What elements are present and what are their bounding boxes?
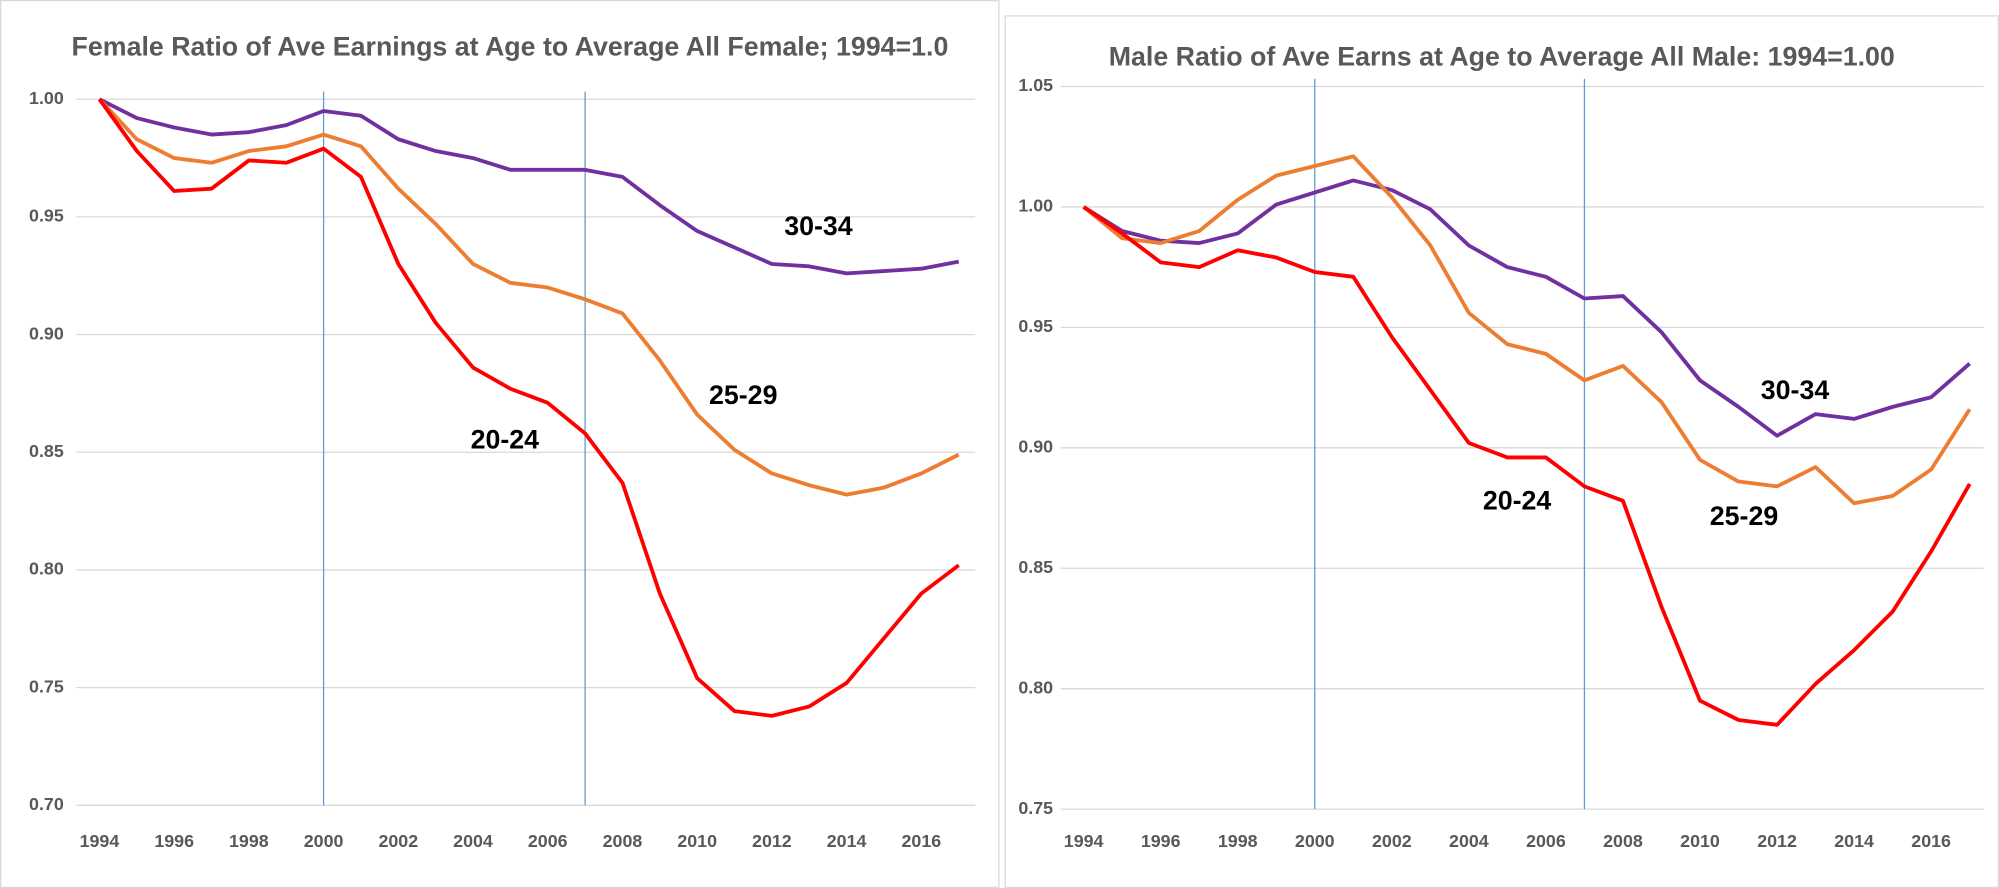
x-tick-label: 2010 [1680, 831, 1720, 851]
panel-border [1004, 15, 1999, 888]
x-tick-label: 2008 [1603, 831, 1643, 851]
x-tick-label: 2012 [752, 831, 792, 851]
data-line [1082, 205, 1972, 727]
y-tick-label: 0.80 [1018, 677, 1053, 697]
x-tick-label: 2014 [1834, 831, 1874, 851]
chart-title: Female Ratio of Ave Earnings at Age to A… [72, 31, 949, 61]
series-label: 20-24 [1483, 486, 1552, 516]
x-tick-label: 2004 [453, 831, 493, 851]
x-tick-label: 2004 [1449, 831, 1489, 851]
y-tick-label: 0.95 [29, 206, 64, 226]
y-tick-label: 0.70 [29, 794, 64, 814]
x-tick-label: 2006 [528, 831, 568, 851]
series-label: 20-24 [471, 425, 540, 455]
y-tick-label: 0.90 [29, 323, 64, 343]
y-tick-label: 0.75 [29, 676, 64, 696]
x-tick-label: 2000 [304, 831, 344, 851]
x-tick-label: 2012 [1757, 831, 1797, 851]
data-line [98, 97, 960, 276]
x-tick-label: 1998 [229, 831, 269, 851]
chart-title: Male Ratio of Ave Earns at Age to Averag… [1109, 42, 1895, 72]
x-tick-label: 2016 [902, 831, 942, 851]
data-line [97, 98, 960, 718]
x-tick-label: 2002 [378, 831, 418, 851]
y-tick-label: 0.80 [29, 559, 64, 579]
series-label: 30-34 [1761, 375, 1830, 405]
panel-border [0, 0, 1000, 888]
y-tick-label: 0.95 [1018, 316, 1053, 336]
x-tick-label: 2010 [677, 831, 717, 851]
y-tick-label: 0.85 [1018, 557, 1053, 577]
data-line [1082, 178, 1971, 438]
x-tick-label: 2008 [603, 831, 643, 851]
x-tick-label: 2006 [1526, 831, 1566, 851]
data-line [1082, 154, 1972, 506]
y-tick-label: 1.05 [1018, 75, 1053, 95]
x-tick-label: 2016 [1911, 831, 1951, 851]
series-label: 25-29 [1710, 501, 1778, 531]
series-label: 30-34 [784, 211, 853, 241]
x-tick-label: 2014 [827, 831, 867, 851]
y-tick-label: 0.75 [1018, 798, 1053, 818]
y-tick-label: 0.90 [1018, 437, 1053, 457]
x-tick-label: 2002 [1372, 831, 1412, 851]
x-tick-label: 1994 [1064, 831, 1104, 851]
y-tick-label: 1.00 [29, 88, 64, 108]
x-tick-label: 2000 [1295, 831, 1335, 851]
x-tick-label: 1994 [80, 831, 120, 851]
data-line [98, 97, 960, 497]
x-tick-label: 1996 [1141, 831, 1181, 851]
x-tick-label: 1996 [154, 831, 194, 851]
y-tick-label: 0.85 [29, 441, 64, 461]
y-tick-label: 1.00 [1018, 196, 1053, 216]
series-label: 25-29 [709, 380, 777, 410]
x-tick-label: 1998 [1218, 831, 1258, 851]
